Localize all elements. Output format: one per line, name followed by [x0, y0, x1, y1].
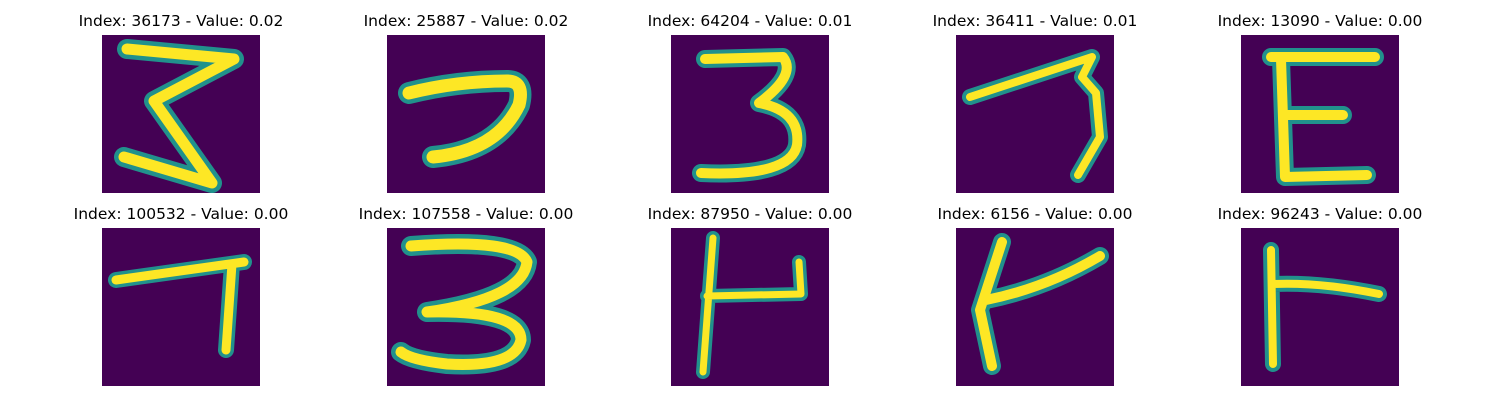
digit-image — [102, 228, 260, 386]
panel-title: Index: 107558 - Value: 0.00 — [359, 205, 574, 223]
panel-title: Index: 6156 - Value: 0.00 — [938, 205, 1133, 223]
panel-title: Index: 13090 - Value: 0.00 — [1218, 12, 1423, 30]
panel-title: Index: 36173 - Value: 0.02 — [79, 12, 284, 30]
digit-image — [671, 228, 829, 386]
digit-image — [1241, 35, 1399, 193]
digit-image — [102, 35, 260, 193]
panel-title: Index: 25887 - Value: 0.02 — [364, 12, 569, 30]
digit-image — [956, 228, 1114, 386]
panel-title: Index: 36411 - Value: 0.01 — [933, 12, 1138, 30]
panel-title: Index: 87950 - Value: 0.00 — [648, 205, 853, 223]
digit-image — [1241, 228, 1399, 386]
digit-image — [387, 228, 545, 386]
digit-image — [671, 35, 829, 193]
digit-image — [956, 35, 1114, 193]
panel-title: Index: 96243 - Value: 0.00 — [1218, 205, 1423, 223]
panel-title: Index: 100532 - Value: 0.00 — [74, 205, 289, 223]
digit-image — [387, 35, 545, 193]
panel-title: Index: 64204 - Value: 0.01 — [648, 12, 853, 30]
